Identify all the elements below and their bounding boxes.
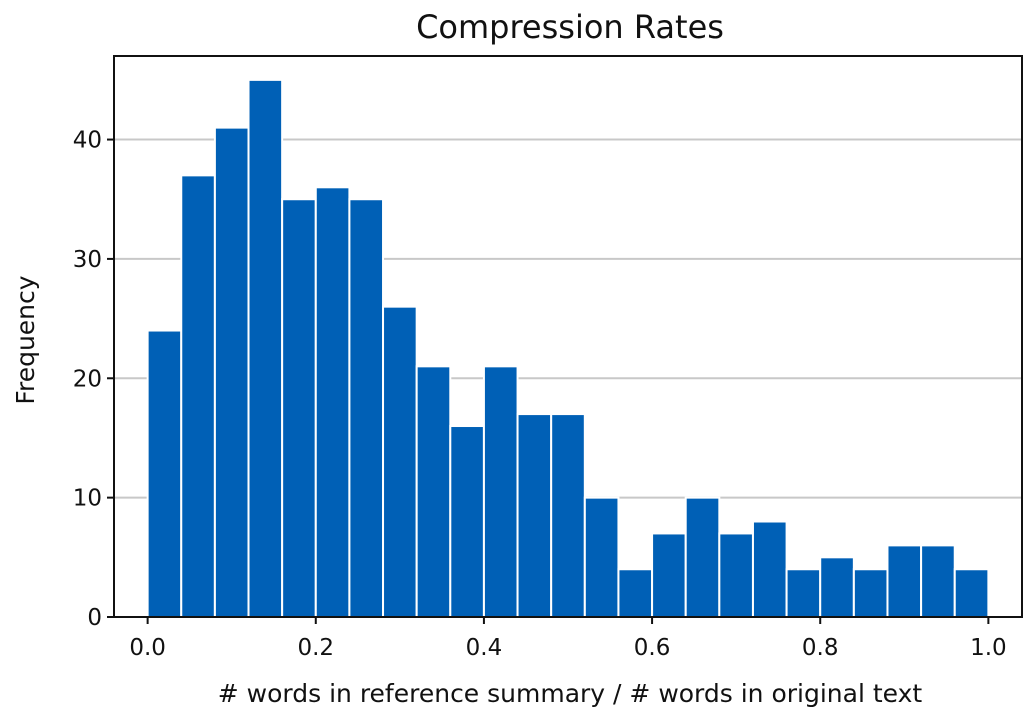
x-tick-label: 0.8 — [802, 635, 839, 661]
histogram-bar — [213, 126, 250, 618]
histogram-bar — [146, 329, 183, 618]
histogram-bar — [953, 568, 990, 618]
histogram-bar — [281, 198, 317, 618]
x-axis-label: # words in reference summary / # words i… — [218, 679, 923, 708]
histogram-bar — [550, 413, 586, 618]
y-axis-label: Frequency — [11, 275, 40, 404]
y-tick-label: 10 — [73, 486, 102, 512]
histogram-bar — [886, 544, 923, 619]
y-tick-label: 30 — [73, 247, 102, 273]
histogram-bar — [415, 365, 452, 618]
y-tick-label: 20 — [73, 366, 102, 392]
histogram-bar — [819, 556, 855, 619]
x-tick-label: 0.4 — [466, 635, 503, 661]
histogram-bar — [684, 496, 721, 619]
x-tick-label: 0.2 — [297, 635, 334, 661]
histogram-bar — [516, 413, 553, 618]
y-axis-ticks: 0 10 20 30 40 — [73, 128, 114, 631]
y-tick-label: 0 — [87, 605, 102, 631]
x-tick-label: 0.0 — [129, 635, 166, 661]
x-tick-label: 0.6 — [634, 635, 671, 661]
histogram-bar — [247, 78, 284, 619]
histogram-bars — [146, 78, 990, 619]
histogram-bar — [348, 198, 385, 618]
histogram-bar — [314, 186, 351, 618]
x-axis-ticks: 0.0 0.2 0.4 0.6 0.8 1.0 — [129, 617, 1007, 661]
histogram-bar — [751, 520, 788, 618]
histogram-bar — [651, 532, 687, 619]
histogram-bar — [785, 568, 822, 618]
y-tick-label: 40 — [73, 128, 102, 154]
histogram-bar — [920, 544, 956, 619]
x-tick-label: 1.0 — [970, 635, 1007, 661]
histogram-bar — [617, 568, 654, 618]
histogram-bar — [180, 174, 216, 619]
histogram-bar — [718, 532, 754, 619]
histogram-bar — [482, 365, 519, 618]
histogram-bar — [583, 496, 620, 619]
chart-title: Compression Rates — [416, 8, 724, 46]
histogram-bar — [382, 305, 418, 618]
histogram-bar — [852, 568, 889, 618]
plot-frame — [113, 55, 1023, 618]
histogram-bar — [449, 425, 485, 618]
